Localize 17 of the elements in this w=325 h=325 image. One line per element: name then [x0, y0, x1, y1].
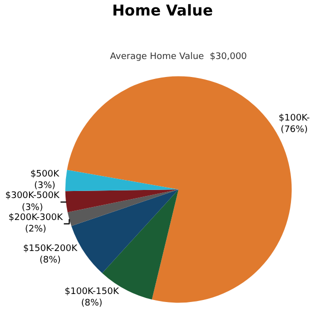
pie-slice [65, 170, 178, 192]
pie-slice [65, 190, 178, 212]
pie-slice [68, 190, 178, 226]
data-label: (3%) [34, 181, 56, 192]
slice-label: $500K [30, 170, 60, 180]
data-label: (8%) [81, 298, 102, 309]
slice-label: $150K-200K [23, 244, 78, 254]
slice-label: $200K-300K [8, 212, 64, 223]
chart-title: Home Value [112, 1, 213, 20]
data-label: (8%) [40, 256, 61, 266]
data-label: (76%) [280, 125, 308, 136]
slice-label: $300K-500K [5, 191, 61, 202]
data-label: (2%) [24, 224, 46, 235]
data-label: (3%) [22, 202, 44, 213]
chart-subtitle: Average Home Value $30,000 [110, 52, 248, 62]
slice-label: $100K- [278, 113, 310, 124]
slice-label: $100K-150K [64, 287, 120, 298]
